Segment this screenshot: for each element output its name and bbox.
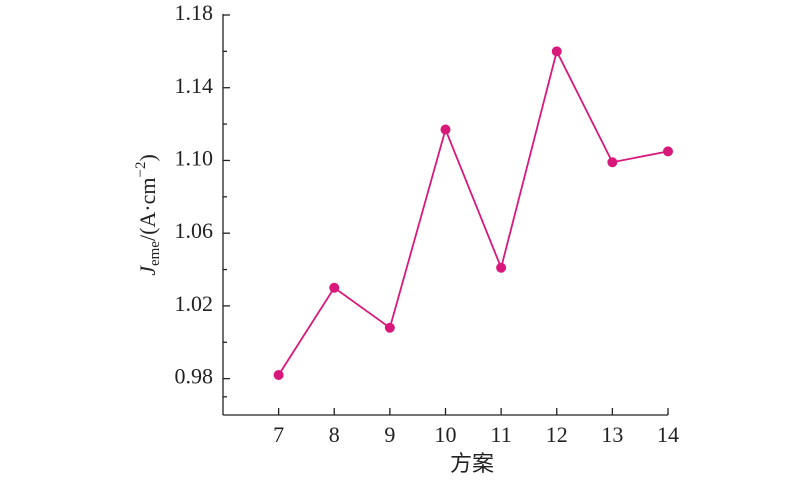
x-tick-label: 10 — [435, 422, 457, 447]
x-tick-label: 8 — [329, 422, 340, 447]
y-tick-label: 0.98 — [175, 364, 214, 389]
data-point — [496, 262, 507, 273]
data-point — [551, 46, 562, 57]
data-point — [440, 124, 451, 135]
data-point — [384, 322, 395, 333]
y-label-superscript: −2 — [133, 162, 149, 178]
data-point — [607, 157, 618, 168]
y-tick-label: 1.02 — [175, 291, 214, 316]
y-tick-label: 1.18 — [175, 0, 214, 25]
x-tick-label: 14 — [657, 422, 679, 447]
x-tick-label: 11 — [491, 422, 512, 447]
data-point — [663, 146, 673, 157]
data-point — [329, 282, 340, 293]
x-tick-label: 9 — [384, 422, 395, 447]
y-axis-label: Jeme/(A·cm−2) — [133, 154, 163, 276]
y-tick-label: 1.06 — [175, 218, 214, 243]
data-point — [273, 370, 284, 380]
data-line — [277, 48, 669, 376]
y-tick-label: 1.10 — [175, 146, 214, 171]
y-label-subscript: eme — [147, 241, 163, 266]
x-tick-label: 12 — [546, 422, 568, 447]
y-label-close: ) — [135, 154, 160, 161]
y-label-unit: /(A·cm — [135, 178, 160, 242]
x-axis-label: 方案 — [450, 451, 494, 476]
x-tick-label: 7 — [273, 422, 284, 447]
x-tick-label: 13 — [601, 422, 623, 447]
y-tick-label: 1.14 — [175, 73, 214, 98]
y-label-symbol: J — [135, 265, 160, 276]
